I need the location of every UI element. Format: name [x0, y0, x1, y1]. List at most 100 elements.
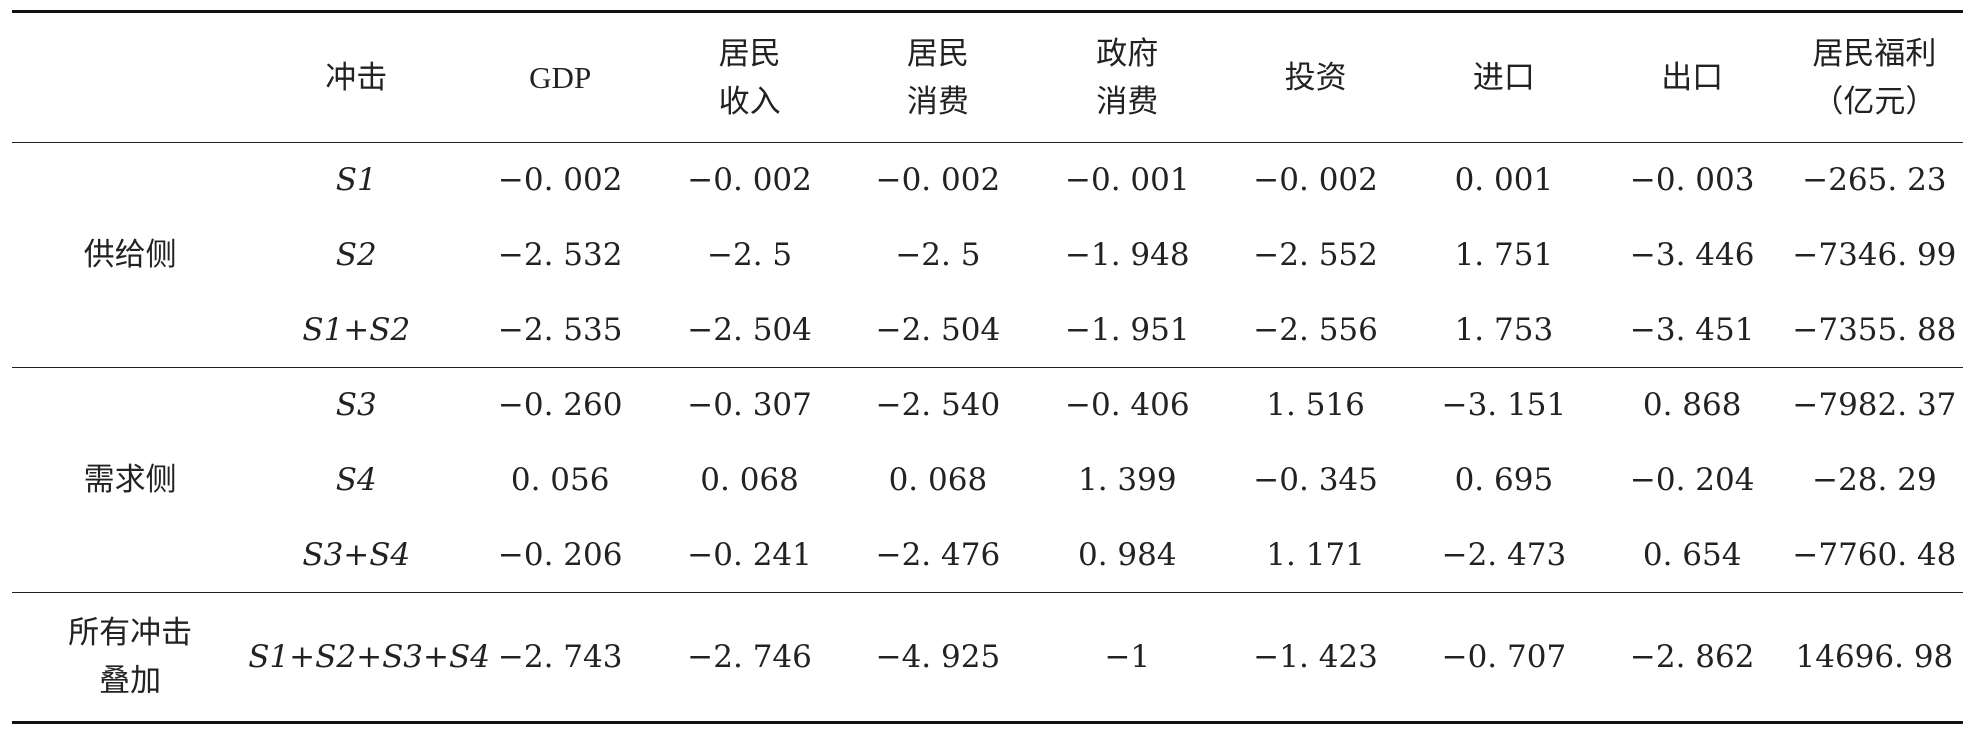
- cell-shock: S3+S4: [302, 536, 411, 573]
- cell-welfare: −28. 29: [1812, 462, 1937, 498]
- group-label-all-line2: 叠加: [99, 663, 162, 699]
- cell-investment: −0. 345: [1253, 462, 1378, 498]
- header-income: 居民 收入: [656, 12, 843, 143]
- group-label-all: 所有冲击 叠加: [12, 593, 248, 723]
- cell-investment: −2. 556: [1253, 311, 1378, 348]
- cell-imports: −2. 473: [1441, 536, 1567, 573]
- cell-exports: −0. 003: [1629, 162, 1755, 199]
- cell-consumption: 0. 068: [888, 462, 988, 498]
- cell-imports: 1. 753: [1454, 311, 1554, 348]
- header-gov-line1: 政府: [1096, 35, 1159, 72]
- cell-investment: −2. 552: [1253, 237, 1378, 273]
- cell-exports: 0. 654: [1642, 536, 1742, 573]
- supply-side-group: 供给侧 S1 −0. 002 −0. 002 −0. 002 −0. 001 −…: [12, 143, 1963, 368]
- cell-exports: −3. 451: [1629, 311, 1755, 348]
- cell-income: −2. 504: [687, 311, 812, 348]
- header-welfare: 居民福利 （亿元）: [1786, 12, 1963, 143]
- table-row: 供给侧 S1 −0. 002 −0. 002 −0. 002 −0. 001 −…: [12, 143, 1963, 273]
- cell-gdp: −0. 260: [497, 387, 623, 424]
- cell-investment: 1. 516: [1266, 387, 1365, 424]
- table-header: 冲击 GDP 居民收入 居民消费 政府消费 投资 进口 出口 居民福利 （亿元）: [12, 11, 1963, 143]
- cell-imports: −0. 707: [1441, 639, 1567, 675]
- cell-gdp: −0. 002: [497, 162, 623, 199]
- group-label-all-line1: 所有冲击: [68, 615, 193, 651]
- table-row: S3+S4 −0. 206 −0. 241 −2. 476 0. 984 1. …: [12, 518, 1963, 593]
- header-welfare-line1: 居民福利: [1812, 35, 1937, 72]
- cell-gdp: −2. 532: [497, 237, 623, 273]
- cell-investment: 1. 171: [1266, 536, 1365, 573]
- cell-gov: −1: [1104, 639, 1151, 675]
- cell-welfare: −7760. 48: [1792, 536, 1957, 573]
- header-imports: 进口: [1472, 59, 1535, 96]
- cell-gov: 1. 399: [1077, 462, 1177, 498]
- cell-income: −0. 241: [687, 536, 812, 573]
- header-gov-line2: 消费: [1096, 83, 1159, 120]
- cell-gov: −1. 951: [1065, 311, 1190, 348]
- cell-welfare: 14696. 98: [1795, 639, 1954, 675]
- cell-welfare: −7355. 88: [1792, 311, 1957, 348]
- header-consumption: 居民 消费: [843, 12, 1032, 143]
- header-consumption-line2: 消费: [906, 83, 969, 120]
- cell-exports: −3. 446: [1629, 237, 1755, 273]
- cell-shock: S1+S2+S3+S4: [248, 639, 490, 675]
- cell-gdp: −2. 743: [497, 639, 623, 675]
- cell-investment: −1. 423: [1253, 639, 1378, 675]
- cell-consumption: −2. 504: [875, 311, 1001, 348]
- cell-gov: 0. 984: [1077, 536, 1177, 573]
- cell-shock: S4: [335, 462, 377, 498]
- cell-welfare: −265. 23: [1802, 162, 1947, 199]
- header-gdp: GDP: [529, 59, 592, 95]
- header-row: 冲击 GDP 居民收入 居民消费 政府消费 投资 进口 出口 居民福利 （亿元）: [12, 12, 1963, 143]
- header-exports: 出口: [1661, 59, 1724, 96]
- cell-shock: S3: [335, 387, 377, 424]
- cell-income: −0. 307: [687, 387, 812, 424]
- cell-shock: S1+S2: [302, 311, 411, 348]
- cell-exports: 0. 868: [1642, 387, 1742, 424]
- header-gov: 政府 消费: [1033, 12, 1222, 143]
- group-label-supply: 供给侧: [83, 237, 177, 273]
- cell-income: 0. 068: [700, 462, 799, 498]
- table-row: S1+S2 −2. 535 −2. 504 −2. 504 −1. 951 −2…: [12, 293, 1963, 368]
- cell-exports: −0. 204: [1629, 462, 1755, 498]
- cell-exports: −2. 862: [1629, 639, 1755, 675]
- shock-results-table: 冲击 GDP 居民 收入 居民 消费 政府 消费 投资 进口 出口 居民福利 （亿元） …: [12, 10, 1963, 724]
- cell-gov: −0. 001: [1065, 162, 1190, 199]
- cell-income: −2. 746: [687, 639, 812, 675]
- header-shock: 冲击: [325, 59, 388, 96]
- cell-gov: −1. 948: [1065, 237, 1190, 273]
- cell-gov: −0. 406: [1065, 387, 1190, 424]
- cell-income: −0. 002: [687, 162, 812, 199]
- header-welfare-line2: （亿元）: [1812, 83, 1937, 120]
- table-row: 所有冲击叠加 S1+S2+S3+S4 −2. 743 −2. 746 −4. 9…: [12, 593, 1963, 723]
- header-consumption-line1: 居民: [906, 35, 969, 72]
- group-label-demand: 需求侧: [83, 462, 177, 498]
- cell-imports: 1. 751: [1454, 237, 1554, 273]
- cell-consumption: −4. 925: [875, 639, 1001, 675]
- cell-gdp: −2. 535: [497, 311, 623, 348]
- header-income-line1: 居民: [718, 35, 781, 72]
- table-row: S2 −2. 532 −2. 5 −2. 5 −1. 948 −2. 552 1…: [12, 218, 1963, 293]
- header-income-line2: 收入: [718, 83, 781, 120]
- cell-imports: 0. 001: [1454, 162, 1554, 199]
- cell-investment: −0. 002: [1253, 162, 1378, 199]
- cell-consumption: −2. 540: [875, 387, 1001, 424]
- cell-welfare: −7346. 99: [1792, 237, 1957, 273]
- header-group: [12, 12, 248, 143]
- cell-imports: −3. 151: [1441, 387, 1567, 424]
- table-row: 需求侧 S3 −0. 260 −0. 307 −2. 540 −0. 406 1…: [12, 368, 1963, 498]
- cell-shock: S2: [335, 237, 377, 273]
- header-investment: 投资: [1284, 59, 1347, 96]
- all-shocks-group: 所有冲击叠加 S1+S2+S3+S4 −2. 743 −2. 746 −4. 9…: [12, 592, 1963, 723]
- cell-consumption: −0. 002: [875, 162, 1001, 199]
- cell-income: −2. 5: [707, 237, 793, 273]
- cell-welfare: −7982. 37: [1792, 387, 1957, 424]
- demand-side-group: 需求侧 S3 −0. 260 −0. 307 −2. 540 −0. 406 1…: [12, 367, 1963, 593]
- cell-gdp: 0. 056: [510, 462, 610, 498]
- cell-shock: S1: [335, 162, 377, 199]
- cell-consumption: −2. 5: [895, 237, 981, 273]
- cell-consumption: −2. 476: [875, 536, 1001, 573]
- cell-imports: 0. 695: [1454, 462, 1554, 498]
- table-row: S4 0. 056 0. 068 0. 068 1. 399 −0. 345 0…: [12, 443, 1963, 518]
- cell-gdp: −0. 206: [497, 536, 623, 573]
